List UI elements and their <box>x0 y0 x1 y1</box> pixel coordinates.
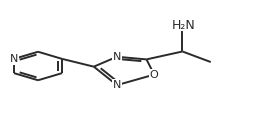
Text: N: N <box>113 80 121 90</box>
Text: H₂N: H₂N <box>172 19 196 32</box>
Text: N: N <box>113 52 121 62</box>
Text: N: N <box>10 54 18 64</box>
Text: O: O <box>150 70 159 80</box>
